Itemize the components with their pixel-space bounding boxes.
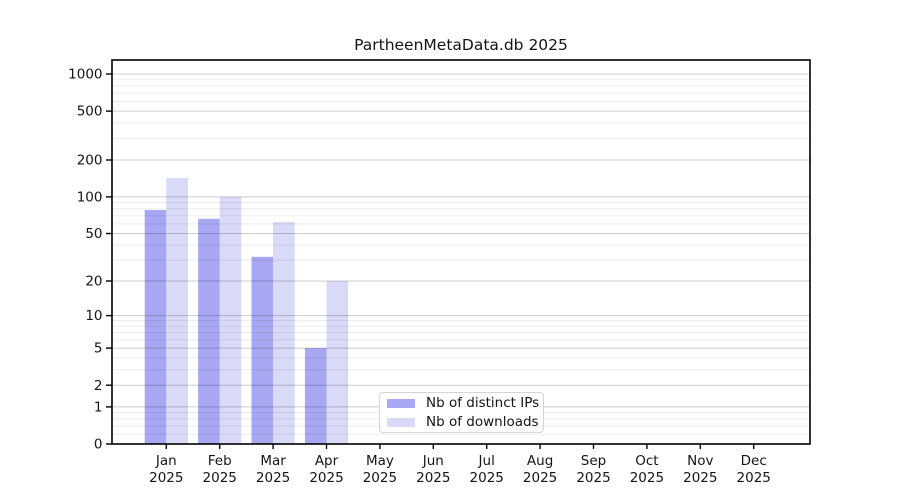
x-tick-label-jun: Jun	[422, 453, 444, 469]
bar-distinct-ips-feb	[198, 218, 220, 444]
x-tick-label-jan: Jan	[155, 453, 177, 469]
bar-distinct-ips-mar	[251, 256, 274, 444]
y-tick-label-0: 0	[94, 437, 103, 453]
x-tick-year-may: 2025	[363, 470, 397, 486]
x-tick-year-apr: 2025	[309, 470, 343, 486]
bar-downloads-mar	[273, 222, 295, 444]
legend-label-distinct-ips: Nb of distinct IPs	[426, 395, 540, 411]
x-tick-year-mar: 2025	[256, 470, 290, 486]
x-tick-label-sep: Sep	[581, 453, 606, 469]
y-tick-label-200: 200	[77, 153, 103, 169]
x-tick-label-oct: Oct	[635, 453, 658, 469]
chart-title: PartheenMetaData.db 2025	[354, 36, 568, 54]
legend-swatch-distinct-ips	[387, 398, 415, 408]
y-tick-label-2: 2	[94, 378, 103, 394]
y-tick-label-500: 500	[77, 104, 103, 120]
legend-swatch-downloads	[387, 417, 415, 427]
legend-item-downloads: Nb of downloads	[387, 414, 539, 430]
x-tick-label-apr: Apr	[315, 453, 339, 469]
bar-downloads-feb	[219, 196, 242, 444]
bar-downloads-jan	[166, 177, 188, 444]
x-tick-label-feb: Feb	[208, 453, 232, 469]
x-tick-year-oct: 2025	[630, 470, 664, 486]
x-tick-label-dec: Dec	[741, 453, 767, 469]
x-tick-year-nov: 2025	[683, 470, 717, 486]
x-tick-label-nov: Nov	[687, 453, 713, 469]
y-tick-label-20: 20	[85, 274, 102, 290]
y-tick-label-1000: 1000	[68, 67, 102, 83]
x-tick-year-sep: 2025	[576, 470, 610, 486]
bar-downloads-apr	[326, 281, 349, 444]
y-tick-label-10: 10	[85, 308, 102, 324]
x-tick-label-mar: Mar	[260, 453, 286, 469]
x-tick-year-dec: 2025	[737, 470, 771, 486]
legend: Nb of distinct IPs Nb of downloads	[379, 392, 544, 433]
legend-item-distinct-ips: Nb of distinct IPs	[387, 395, 539, 411]
x-tick-label-may: May	[366, 453, 394, 469]
x-tick-year-feb: 2025	[203, 470, 237, 486]
y-tick-label-5: 5	[94, 341, 103, 357]
y-tick-label-50: 50	[85, 226, 102, 242]
legend-label-downloads: Nb of downloads	[426, 414, 539, 430]
y-tick-label-1: 1	[94, 400, 103, 416]
x-tick-year-jun: 2025	[416, 470, 450, 486]
y-tick-label-100: 100	[77, 190, 103, 206]
bar-distinct-ips-apr	[304, 348, 327, 444]
x-tick-year-aug: 2025	[523, 470, 557, 486]
x-tick-year-jan: 2025	[149, 470, 183, 486]
x-tick-label-aug: Aug	[527, 453, 553, 469]
plot-frame	[111, 59, 811, 445]
x-tick-label-jul: Jul	[478, 453, 495, 469]
bar-distinct-ips-jan	[144, 210, 167, 444]
x-tick-year-jul: 2025	[470, 470, 504, 486]
